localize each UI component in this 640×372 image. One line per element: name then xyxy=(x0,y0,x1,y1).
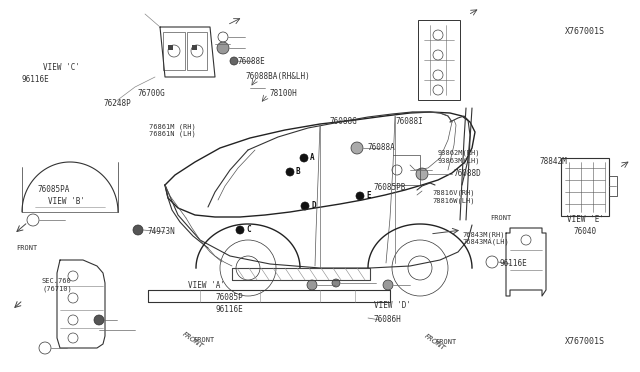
Text: B: B xyxy=(296,167,301,176)
Bar xyxy=(168,45,173,50)
Text: 76088D: 76088D xyxy=(453,170,481,179)
Text: VIEW 'B': VIEW 'B' xyxy=(48,198,85,206)
Circle shape xyxy=(286,168,294,176)
Text: 96116E: 96116E xyxy=(499,260,527,269)
Circle shape xyxy=(217,42,229,54)
Circle shape xyxy=(133,225,143,235)
Text: 74973N: 74973N xyxy=(148,228,176,237)
Text: 76248P: 76248P xyxy=(104,99,132,108)
Text: 76843M(RH)
76843MA(LH): 76843M(RH) 76843MA(LH) xyxy=(462,231,509,245)
Text: E: E xyxy=(366,192,371,201)
Bar xyxy=(163,32,185,70)
Bar xyxy=(561,158,609,216)
Circle shape xyxy=(356,192,364,200)
Text: 76088G: 76088G xyxy=(330,118,358,126)
Text: C: C xyxy=(246,225,251,234)
Text: X767001S: X767001S xyxy=(565,337,605,346)
Text: VIEW 'C': VIEW 'C' xyxy=(43,64,80,73)
Text: FRONT: FRONT xyxy=(182,331,205,349)
Text: A: A xyxy=(310,154,315,163)
Circle shape xyxy=(301,202,309,210)
Text: 96116E: 96116E xyxy=(215,305,243,314)
Text: 76861M (RH)
76861N (LH): 76861M (RH) 76861N (LH) xyxy=(149,123,196,137)
Text: X767001S: X767001S xyxy=(565,28,605,36)
Text: 76085PB: 76085PB xyxy=(374,183,406,192)
Text: 76088BA(RH&LH): 76088BA(RH&LH) xyxy=(245,73,310,81)
Text: FRONT: FRONT xyxy=(435,339,456,345)
Text: 76040: 76040 xyxy=(574,228,597,237)
Circle shape xyxy=(383,280,393,290)
Circle shape xyxy=(230,57,238,65)
Circle shape xyxy=(332,279,340,287)
Text: 76085P: 76085P xyxy=(215,294,243,302)
Circle shape xyxy=(300,154,308,162)
Text: FRONT: FRONT xyxy=(193,337,214,343)
Text: VIEW 'A': VIEW 'A' xyxy=(188,280,225,289)
Text: 78100H: 78100H xyxy=(270,90,298,99)
Text: VIEW 'E': VIEW 'E' xyxy=(567,215,604,224)
Bar xyxy=(187,32,207,70)
Text: 76700G: 76700G xyxy=(138,90,166,99)
Text: 96116E: 96116E xyxy=(22,76,50,84)
Circle shape xyxy=(307,280,317,290)
Bar xyxy=(418,20,460,100)
Text: FRONT: FRONT xyxy=(16,245,37,251)
Text: 76086H: 76086H xyxy=(373,315,401,324)
Text: FRONT: FRONT xyxy=(490,215,511,221)
Text: VIEW 'D': VIEW 'D' xyxy=(374,301,411,310)
Circle shape xyxy=(94,315,104,325)
Text: 76088A: 76088A xyxy=(368,144,396,153)
Text: 76085PA: 76085PA xyxy=(38,186,70,195)
Circle shape xyxy=(236,226,244,234)
Text: 76088E: 76088E xyxy=(238,57,266,65)
Circle shape xyxy=(351,142,363,154)
Text: 78816V(RH)
78816W(LH): 78816V(RH) 78816W(LH) xyxy=(432,190,474,204)
Text: FRONT: FRONT xyxy=(424,333,447,351)
Text: 93862M(RH)
93863M(LH): 93862M(RH) 93863M(LH) xyxy=(438,150,481,164)
Text: 76088I: 76088I xyxy=(396,118,424,126)
Circle shape xyxy=(416,168,428,180)
Bar xyxy=(192,45,197,50)
Text: SEC.760
(76710): SEC.760 (76710) xyxy=(42,278,72,292)
Text: 78842M: 78842M xyxy=(540,157,568,166)
Text: D: D xyxy=(311,202,316,211)
